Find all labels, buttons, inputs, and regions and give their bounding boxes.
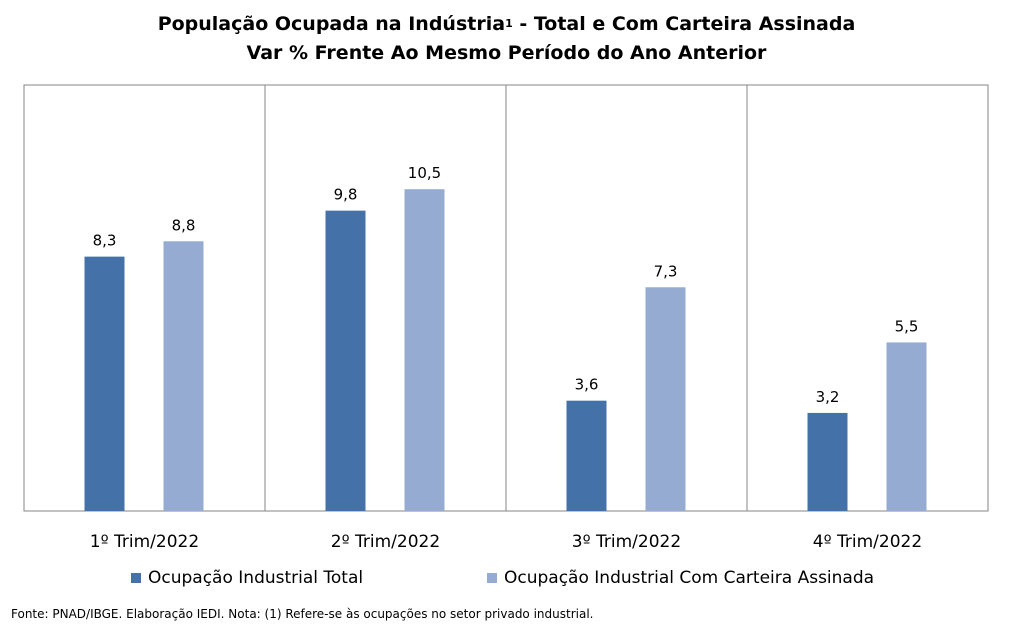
- legend-item-carteira: Ocupação Industrial Com Carteira Assinad…: [487, 568, 874, 588]
- chart-title: População Ocupada na Indústria1 - Total …: [0, 10, 1013, 68]
- x-tick-label: 4º Trim/2022: [813, 532, 922, 552]
- bar-total: [325, 210, 366, 512]
- bar-carteira: [404, 189, 445, 512]
- legend-label-total: Ocupação Industrial Total: [148, 568, 364, 588]
- title-main: População Ocupada na Indústria: [157, 13, 506, 35]
- title-rest: - Total e Com Carteira Assinada: [512, 13, 856, 35]
- bar-carteira: [886, 342, 927, 511]
- data-label: 8,8: [172, 216, 196, 234]
- x-tick-label: 2º Trim/2022: [331, 532, 440, 552]
- title-footnote-marker: 1: [505, 17, 513, 30]
- bar-total: [807, 412, 848, 511]
- data-label: 3,2: [816, 388, 840, 406]
- legend-label-carteira: Ocupação Industrial Com Carteira Assinad…: [504, 568, 875, 588]
- x-tick-label: 1º Trim/2022: [90, 532, 199, 552]
- legend-swatch-carteira: [487, 573, 497, 583]
- chart-legend: Ocupação Industrial Total Ocupação Indus…: [0, 568, 1013, 592]
- data-label: 8,3: [93, 232, 117, 250]
- legend-item-total: Ocupação Industrial Total: [131, 568, 363, 588]
- chart-footnote: Fonte: PNAD/IBGE. Elaboração IEDI. Nota:…: [11, 607, 594, 621]
- chart-subtitle: Var % Frente Ao Mesmo Período do Ano Ant…: [246, 42, 767, 64]
- data-label: 3,6: [575, 376, 599, 394]
- legend-swatch-total: [131, 573, 141, 583]
- data-label: 7,3: [654, 262, 678, 280]
- data-label: 10,5: [408, 164, 441, 182]
- x-tick-label: 3º Trim/2022: [572, 532, 681, 552]
- bar-total: [566, 400, 607, 511]
- data-label: 9,8: [334, 186, 358, 204]
- bar-chart: 8,3 8,8 1º Trim/2022 9,8 10,5 2º Trim/2022 3,6…: [23, 84, 989, 552]
- title-line-1: População Ocupada na Indústria1 - Total …: [0, 10, 1013, 39]
- bar-carteira: [645, 287, 686, 511]
- bar-total: [84, 256, 125, 511]
- bar-carteira: [163, 241, 204, 511]
- data-label: 5,5: [895, 317, 919, 335]
